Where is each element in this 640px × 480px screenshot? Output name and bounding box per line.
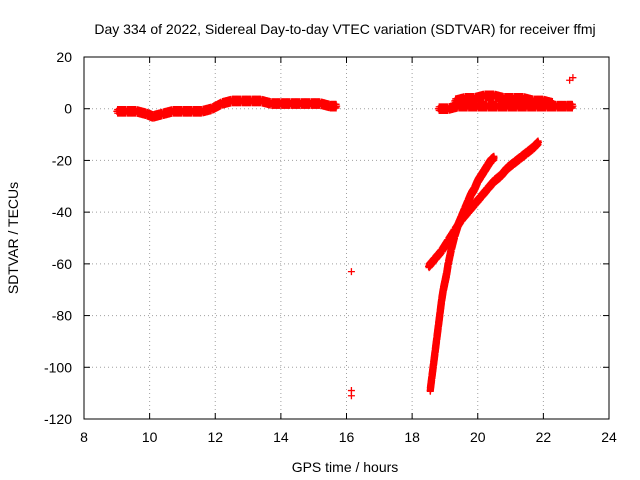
y-axis-label: SDTVAR / TECUs	[5, 182, 21, 294]
x-tick-label: 16	[339, 429, 355, 445]
y-tick-label: -40	[52, 204, 72, 220]
y-tick-label: -120	[44, 411, 72, 427]
data-point	[534, 138, 542, 146]
data-point	[569, 74, 577, 82]
x-tick-label: 14	[273, 429, 289, 445]
x-tick-label: 20	[470, 429, 486, 445]
x-tick-label: 10	[142, 429, 158, 445]
data-point	[333, 102, 341, 110]
chart-title: Day 334 of 2022, Sidereal Day-to-day VTE…	[94, 21, 595, 37]
y-tick-label: -20	[52, 152, 72, 168]
data-point	[548, 101, 556, 109]
x-tick-label: 8	[80, 429, 88, 445]
y-tick-label: -60	[52, 256, 72, 272]
data-point	[347, 392, 355, 400]
y-tick-label: -80	[52, 308, 72, 324]
x-tick-label: 22	[536, 429, 552, 445]
x-tick-label: 18	[404, 429, 420, 445]
data-point	[569, 102, 577, 110]
y-tick-label: 0	[64, 101, 72, 117]
axis-ticks: 8 10 12 14 16 18 20 22 24 -120 -100 -80 -60 -40 -20 0 20	[44, 49, 617, 445]
y-tick-label: 20	[56, 49, 72, 65]
data-point	[490, 154, 498, 162]
plot-frame	[83, 56, 610, 420]
y-tick-label: -100	[44, 359, 72, 375]
x-tick-label: 12	[207, 429, 223, 445]
x-tick-label: 24	[601, 429, 617, 445]
grid	[84, 57, 609, 419]
data-point	[549, 100, 557, 108]
data-points	[113, 74, 577, 400]
data-point	[347, 268, 355, 276]
x-axis-label: GPS time / hours	[292, 459, 399, 475]
